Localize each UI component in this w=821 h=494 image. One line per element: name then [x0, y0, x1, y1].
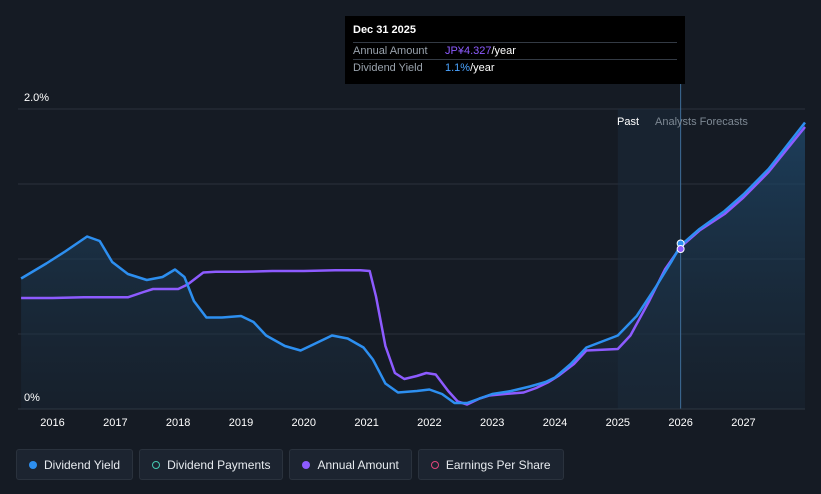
x-tick-label: 2016 [40, 417, 64, 429]
tooltip-row-annual-amount: Annual Amount JP¥4.327/year [353, 42, 677, 59]
y-axis-top-label: 2.0% [24, 92, 49, 104]
analysts-forecasts-label: Analysts Forecasts [655, 116, 748, 128]
tooltip-value: 1.1% [445, 62, 471, 74]
annual-amount-line [21, 126, 806, 406]
x-tick-label: 2022 [417, 417, 441, 429]
legend-label: Annual Amount [317, 457, 399, 472]
legend-dividend-yield[interactable]: Dividend Yield [16, 449, 134, 480]
x-tick-label: 2020 [292, 417, 316, 429]
tooltip-suffix: /year [491, 45, 516, 57]
x-tick-label: 2024 [543, 417, 567, 429]
x-tick-label: 2019 [229, 417, 253, 429]
legend-dot-icon [302, 460, 311, 469]
tooltip-suffix: /year [470, 62, 495, 74]
legend-ring-icon [152, 460, 161, 469]
x-tick-label: 2017 [103, 417, 127, 429]
x-tick-label: 2026 [668, 417, 692, 429]
legend-ring-icon [430, 460, 439, 469]
dividend-yield-line [20, 121, 806, 405]
x-axis-ticks: 2016 2017 2018 2019 2020 2021 2022 2023 2024 2025… [40, 417, 755, 429]
legend-annual-amount[interactable]: Annual Amount [289, 449, 412, 480]
legend: Dividend Yield Dividend Payments Annual … [16, 449, 564, 480]
x-tick-label: 2023 [480, 417, 504, 429]
x-tick-label: 2025 [606, 417, 630, 429]
tooltip-label: Annual Amount [353, 45, 428, 57]
legend-label: Dividend Yield [44, 457, 121, 472]
highlight-markers [676, 239, 685, 253]
y-axis-bottom-label: 0% [24, 392, 40, 404]
tooltip-value: JP¥4.327 [445, 45, 492, 57]
x-tick-label: 2018 [166, 417, 190, 429]
legend-label: Earnings Per Share [445, 457, 551, 472]
x-tick-label: 2021 [354, 417, 378, 429]
legend-label: Dividend Payments [167, 457, 271, 472]
legend-earnings-per-share[interactable]: Earnings Per Share [417, 449, 564, 480]
legend-dot-icon [29, 460, 37, 469]
highlight-marker [676, 245, 685, 253]
tooltip-label: Dividend Yield [353, 62, 423, 74]
legend-dividend-payments[interactable]: Dividend Payments [139, 449, 284, 480]
x-tick-label: 2027 [731, 417, 755, 429]
past-label: Past [617, 116, 639, 128]
dividend-yield-area [21, 122, 806, 409]
tooltip: Dec 31 2025 Annual Amount JP¥4.327/year … [345, 16, 685, 84]
tooltip-row-dividend-yield: Dividend Yield 1.1%/year [353, 59, 677, 76]
tooltip-date: Dec 31 2025 [353, 24, 416, 36]
